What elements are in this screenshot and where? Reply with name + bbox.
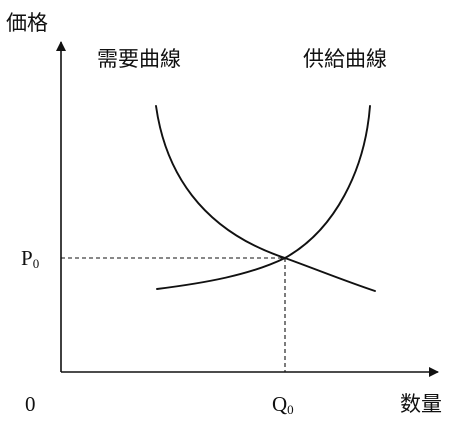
supply-curve — [156, 105, 371, 290]
demand-curve — [155, 105, 376, 292]
x-axis-label: 数量 — [400, 392, 442, 416]
price-label: P0 — [21, 246, 39, 271]
origin-label: 0 — [25, 392, 36, 416]
y-axis-label: 価格 — [6, 11, 48, 35]
quantity-label-sub: 0 — [287, 402, 294, 417]
price-label-sub: 0 — [33, 256, 40, 271]
quantity-label: Q0 — [272, 392, 294, 417]
demand-curve-label: 需要曲線 — [97, 47, 181, 71]
price-label-base: P — [21, 246, 33, 270]
supply-curve-label: 供給曲線 — [303, 47, 387, 71]
quantity-label-base: Q — [272, 392, 287, 416]
